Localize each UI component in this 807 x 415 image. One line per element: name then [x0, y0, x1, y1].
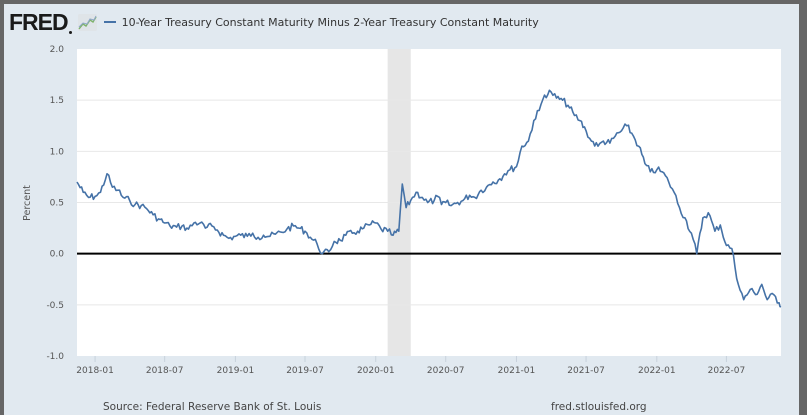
y-tick-label: 2.0 — [50, 45, 65, 55]
x-tick-label: 2019-01 — [217, 366, 255, 376]
chart-legend[interactable]: 10-Year Treasury Constant Maturity Minus… — [103, 15, 539, 29]
logo-dot — [68, 30, 72, 34]
y-tick-label: 0.0 — [50, 250, 65, 260]
series-line — [76, 89, 782, 308]
x-tick-label: 2018-01 — [76, 366, 114, 376]
x-tick-label: 2021-01 — [498, 366, 536, 376]
x-tick-label: 2020-07 — [427, 366, 465, 376]
x-axis-labels: 2018-01 2018-07 2019-01 2019-07 2020-01 2020-… — [76, 366, 745, 376]
fred-logo-text: FRED — [9, 8, 69, 35]
legend-swatch — [103, 21, 116, 23]
site-link[interactable]: fred.stlouisfed.org — [551, 401, 647, 413]
x-tick-label: 2020-01 — [357, 366, 395, 376]
y-tick-label: 1.0 — [50, 147, 65, 157]
y-tick-label: 0.5 — [50, 199, 64, 209]
x-tick-label: 2022-01 — [638, 366, 676, 376]
x-axis-ticks — [94, 356, 727, 362]
line-graph-icon — [77, 13, 97, 31]
chart-header: FRED 10-Year Treasury Constant Maturity … — [9, 9, 539, 35]
x-tick-label: 2022-07 — [708, 366, 746, 376]
grid-lines — [77, 99, 781, 306]
y-axis-title: Percent — [22, 185, 33, 221]
x-tick-label: 2019-07 — [286, 366, 324, 376]
y-tick-label: -1.0 — [46, 352, 64, 362]
y-tick-label: 1.5 — [50, 96, 64, 106]
y-axis-labels: 2.0 1.5 1.0 0.5 0.0 -0.5 -1.0 — [46, 45, 64, 362]
x-tick-label: 2021-07 — [567, 366, 605, 376]
legend-label: 10-Year Treasury Constant Maturity Minus… — [121, 15, 539, 29]
y-tick-label: -0.5 — [46, 301, 64, 311]
x-tick-label: 2018-07 — [146, 366, 184, 376]
source-text: Source: Federal Reserve Bank of St. Loui… — [103, 401, 322, 413]
fred-logo[interactable]: FRED — [9, 8, 72, 35]
